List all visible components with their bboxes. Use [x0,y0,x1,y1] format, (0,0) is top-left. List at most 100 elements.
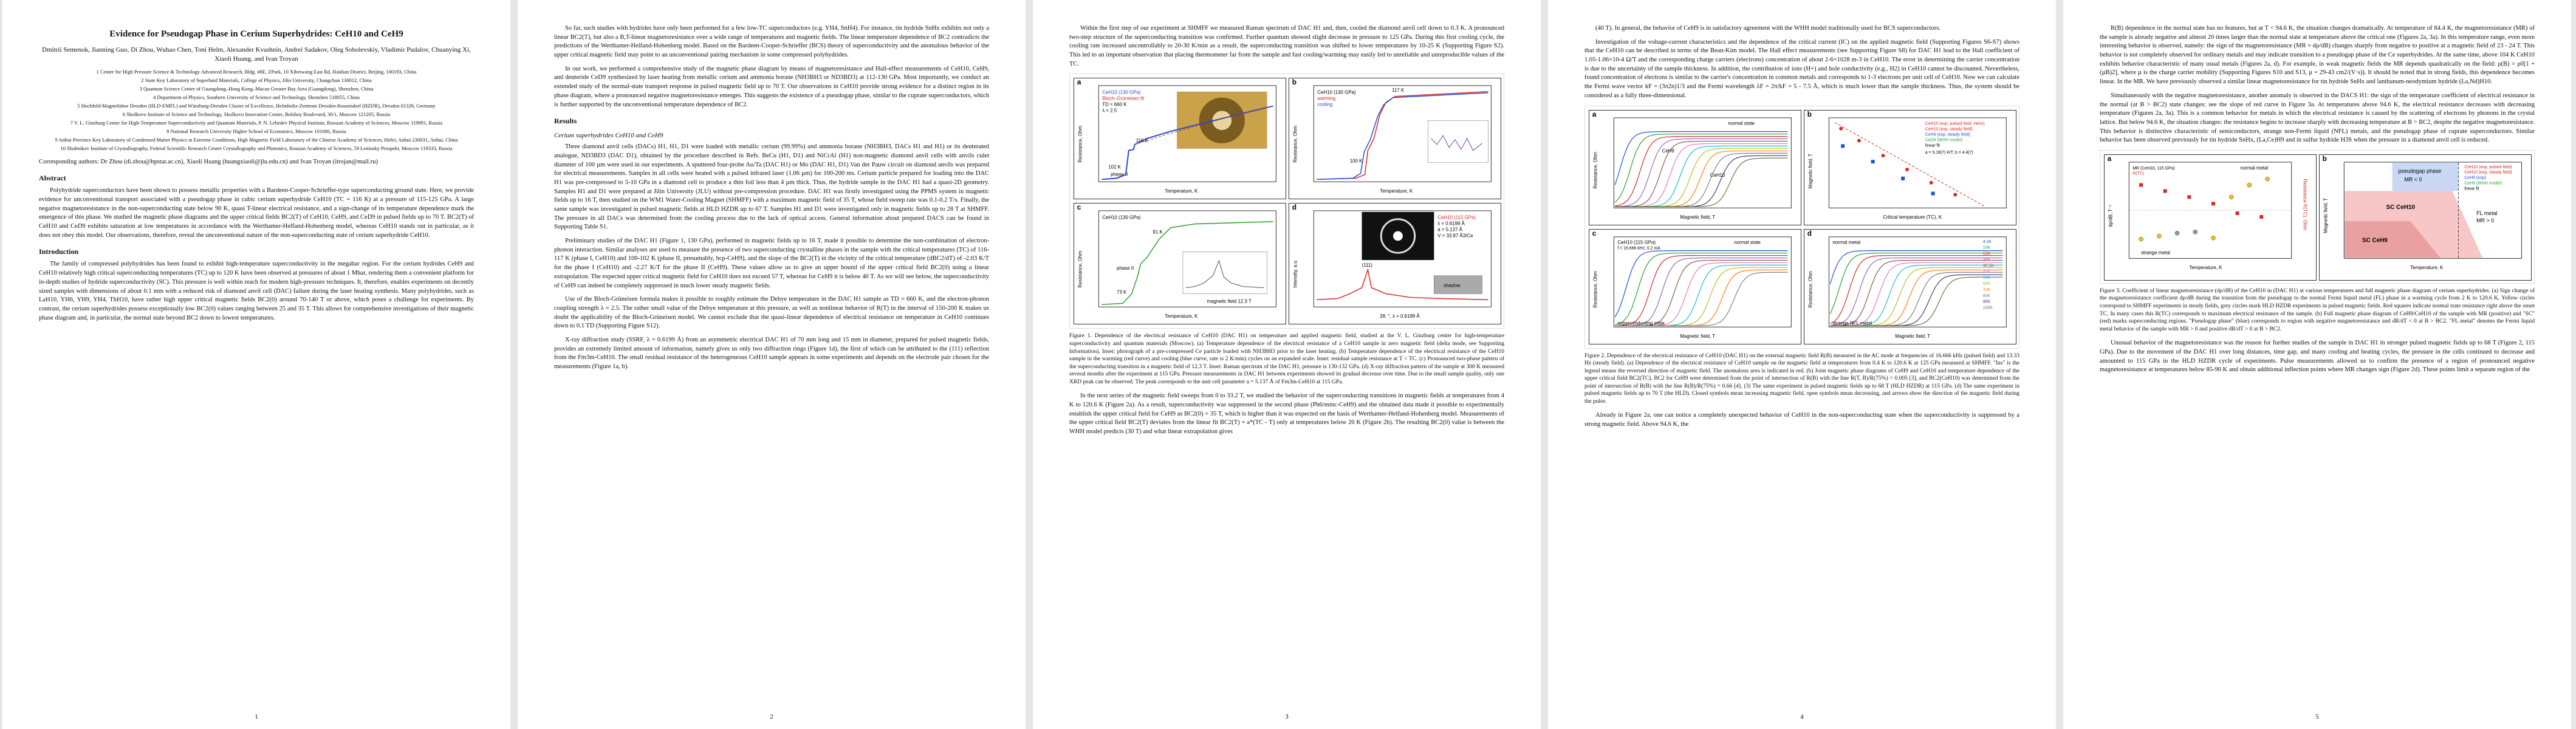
annotation: 91 K [1153,230,1163,235]
annotation: magnetic field 12.3 T [1207,299,1252,304]
y-axis-label: Magnetic field, T [2323,198,2329,233]
x-axis-label: Critical temperature (TC), K [1883,214,1942,220]
field-sweep-curve [1830,269,2003,326]
results-heading: Results [554,117,577,126]
abstract-text: Polyhydride superconductors have been sh… [39,187,474,239]
panel-label: a [1592,110,1597,118]
magnetoresistance-curves [1829,250,2003,326]
page-2: So far, such studies with hydrides have … [518,0,1026,729]
legend-entry: linear fit [1925,143,1940,148]
legend-entry: CeH10 (exp, pulsed field) [2464,165,2512,169]
field-sweep-curve [1615,272,1788,326]
annotation: λ = 2.5 [1102,108,1117,114]
temperature-legend-entry: 60K [1983,282,1991,286]
sc-ceh9-region [2345,221,2441,258]
field-sweep-curve [1615,252,1788,325]
x-axis-label: Temperature, K [1165,314,1198,320]
figure-3a-panel: a MR (CeH10, 115 GPa) R(TC) normal metal… [2104,154,2317,281]
affiliation-list: 1 Center for High Pressure Science & Tec… [39,69,474,152]
x-axis-label: Temperature, K [2189,265,2222,270]
legend-entry: cooling [1317,102,1332,108]
page-number: 3 [1285,713,1289,720]
paragraph: Within the first step of our experiment … [1069,25,1504,67]
legend-entry: CeH9 (exp) [2464,176,2485,180]
page-5: R(B) dependence in the normal state has … [2063,0,2571,729]
field-sweep-curve [1615,269,1788,326]
page-number: 1 [255,713,258,720]
affiliation: 7 V. L. Ginzburg Center for High-Tempera… [70,119,443,126]
paragraph: Use of the Bloch-Grüneisen formula makes… [554,296,989,330]
introduction-text: The family of compressed polyhydrides ha… [39,261,474,321]
x-axis-label: Temperature, K [1380,189,1413,194]
legend-entry: CeH10 (130 GPa) [1102,90,1141,95]
temperature-legend-entry: 50K [1983,276,1991,280]
legend-entry: Bloch–Grüneisen fit [1102,96,1145,101]
page-3: Within the first step of our experiment … [1033,0,1541,729]
legend-entry: CeH10 (115 GPa) [1437,215,1476,221]
region-label: SC CeH9 [2362,238,2388,244]
y-axis-label: Resistance, Ohm [1593,151,1598,188]
region-label: FL metal [2476,210,2497,216]
field-sweep-curve [1615,152,1788,207]
legend-entry: CeH9 (WHH model) [2464,181,2502,185]
figure-caption: Figure 3. Coefficient of linear magnetor… [2100,287,2535,332]
legend-entry: CeD9 (WHH model) [1925,138,1962,142]
pseudogap-region [2392,162,2459,191]
paragraph: In our work, we performed a comprehensiv… [554,65,989,108]
field-sweep-curve [1615,140,1788,207]
legend-entry: linear fit [2464,187,2479,191]
page-number: 2 [770,713,773,720]
field-sweep-curve [1615,143,1788,207]
legend-entry: CeH10 (130 GPa) [1102,215,1141,221]
panel-label: b [2323,154,2327,163]
temperature-legend-entry: 40K [1983,270,1991,274]
region-label: pseudogap phase [2398,168,2441,174]
x-axis-label: Magnetic field, T [1680,214,1715,220]
field-sweep-curve [1829,252,2003,314]
region-label: MR > 0 [2476,217,2494,224]
affiliation: 9 Anhui Province Key Laboratory of Conde… [55,137,458,143]
panel-label: d [1807,229,1812,238]
pulsed-field-curves [1614,250,1788,326]
field-sweep-curve [1615,257,1788,326]
bc2-points [1839,126,1958,196]
annotation: a = 5.19(7) K/T, b = 4.4(7) [1925,151,1973,155]
legend-entry: MR (CeH10, 115 GPa) [2132,166,2175,171]
annotation: 116 K [1136,138,1149,143]
field-sweep-curve [1615,262,1788,326]
figure-2b-panel: b CeH10 (exp, pulsed field, Helm) CeH10 … [1804,109,2016,225]
annotation: f = 16.666 kHz, 0.2 mA [1617,246,1660,250]
paragraph: Investigation of the voltage-current cha… [1584,38,2019,99]
figure-1: a CeH10 (130 GPa) Bloch–Grüneisen fit TD… [1069,74,1504,329]
annotation: superconducting state [1617,320,1665,326]
affiliation: 1 Center for High Pressure Science & Tec… [96,68,417,75]
figure-1d-panel: d CeH10 (115 GPa) λ = 0.6199 Å a = 5.137… [1289,203,1501,325]
field-sweep-curve [1615,255,1788,326]
field-sweep-curve [1615,135,1788,207]
author-list: Dmitrii Semenok, Jianning Guo, Di Zhou, … [42,46,471,63]
field-sweep-curve [1615,138,1788,207]
field-sweep-curve [1830,255,2003,324]
legend-entry: CeH10 (exp, pulsed field, Helm) [1925,122,1985,126]
field-sweep-curve [1830,259,2003,326]
field-sweep-curve [1829,250,2003,284]
x-axis-label: 2θ, °, λ = 0.6199 Å [1380,314,1420,320]
field-sweep-curve [1830,264,2003,326]
annotation: strange NFL metal [1832,320,1872,326]
annotation: 100 K [1350,159,1363,164]
paragraph: X-ray diffraction study (SSRF, λ = 0.619… [554,336,989,370]
annotation: 102 K [1108,165,1121,170]
affiliation: 4 Department of Physics, Southern Univer… [153,94,360,100]
affiliation: 10 Shubnikov Institute of Crystallograph… [60,145,453,152]
x-axis-label: Temperature, K [1165,189,1198,194]
page-number: 5 [2315,713,2319,720]
annotation: phase II [1111,172,1128,177]
paragraph: (40 T). In general, the behavior of CeH9… [1595,25,1941,32]
temperature-legend-entry: 15K [1983,252,1991,256]
subsection-heading: Cerium superhydrides CeH10 and CeH9 [554,132,663,140]
figure-1b-panel: b CeH10 (130 GPa) warming cooling 117 K … [1289,78,1501,200]
figure-2c-panel: c CeH10 (115 GPa) f = 16.666 kHz, 0.2 mA… [1589,228,1801,344]
corresponding-authors: Corresponding authors: Dr Zhou (di.zhou@… [39,159,378,166]
affiliation: 5 Hochfeld-Magnetlabor Dresden (HLD-EMFL… [77,102,436,109]
